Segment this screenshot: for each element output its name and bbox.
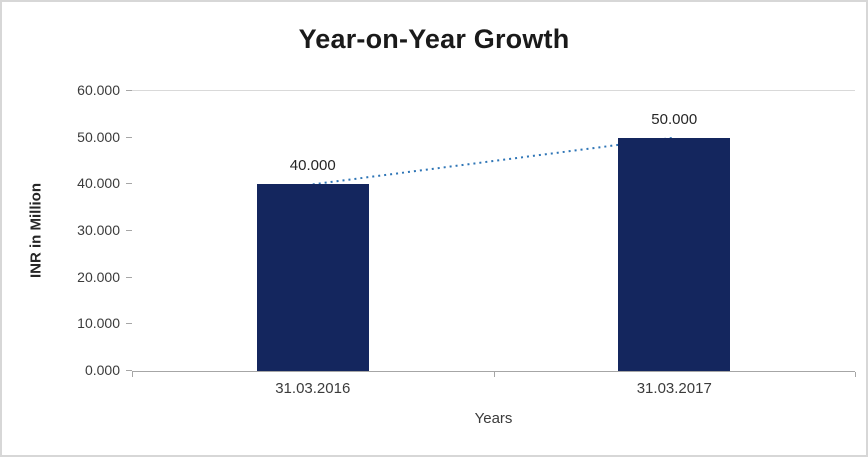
y-tick-label: 60.000 <box>77 82 120 98</box>
y-axis-tick-marks <box>126 90 132 373</box>
bar <box>256 184 369 371</box>
y-tick-label: 10.000 <box>77 315 120 332</box>
x-tick-mark <box>132 372 133 377</box>
plot-area: 40.000 50.000 <box>132 90 855 372</box>
y-tick-label: 0.000 <box>84 362 120 378</box>
x-tick-mark <box>493 372 495 377</box>
y-axis-tick-labels: 0.000 10.000 20.000 30.000 40.000 50.000 60.00… <box>50 82 120 378</box>
bar-value-label: 40.000 <box>289 157 336 175</box>
y-tick-mark <box>126 323 132 325</box>
trendline-svg <box>312 136 675 186</box>
y-tick-mark <box>126 230 132 231</box>
x-tick-label: 31.03.2017 <box>636 380 712 397</box>
x-tick-label: 31.03.2016 <box>275 380 351 397</box>
x-tick-mark <box>855 372 856 377</box>
y-tick-label: 20.000 <box>77 268 120 285</box>
x-axis-tick-marks <box>132 372 856 377</box>
y-tick-mark <box>126 370 132 371</box>
y-tick-label: 50.000 <box>77 128 120 145</box>
x-axis-title: Years <box>474 410 513 427</box>
y-tick-mark <box>126 276 132 278</box>
y-tick-label: 40.000 <box>77 175 120 192</box>
y-tick-label: 30.000 <box>77 222 120 238</box>
bar <box>618 137 731 371</box>
x-axis-tick-labels: 31.03.2016 31.03.2017 <box>132 380 855 400</box>
bar-value-label: 50.000 <box>651 110 698 128</box>
y-tick-mark <box>126 183 132 185</box>
y-tick-mark <box>126 90 132 91</box>
y-tick-mark <box>126 136 132 138</box>
y-axis-title: INR in Million <box>27 183 45 279</box>
chart-title: Year-on-Year Growth <box>298 24 570 54</box>
